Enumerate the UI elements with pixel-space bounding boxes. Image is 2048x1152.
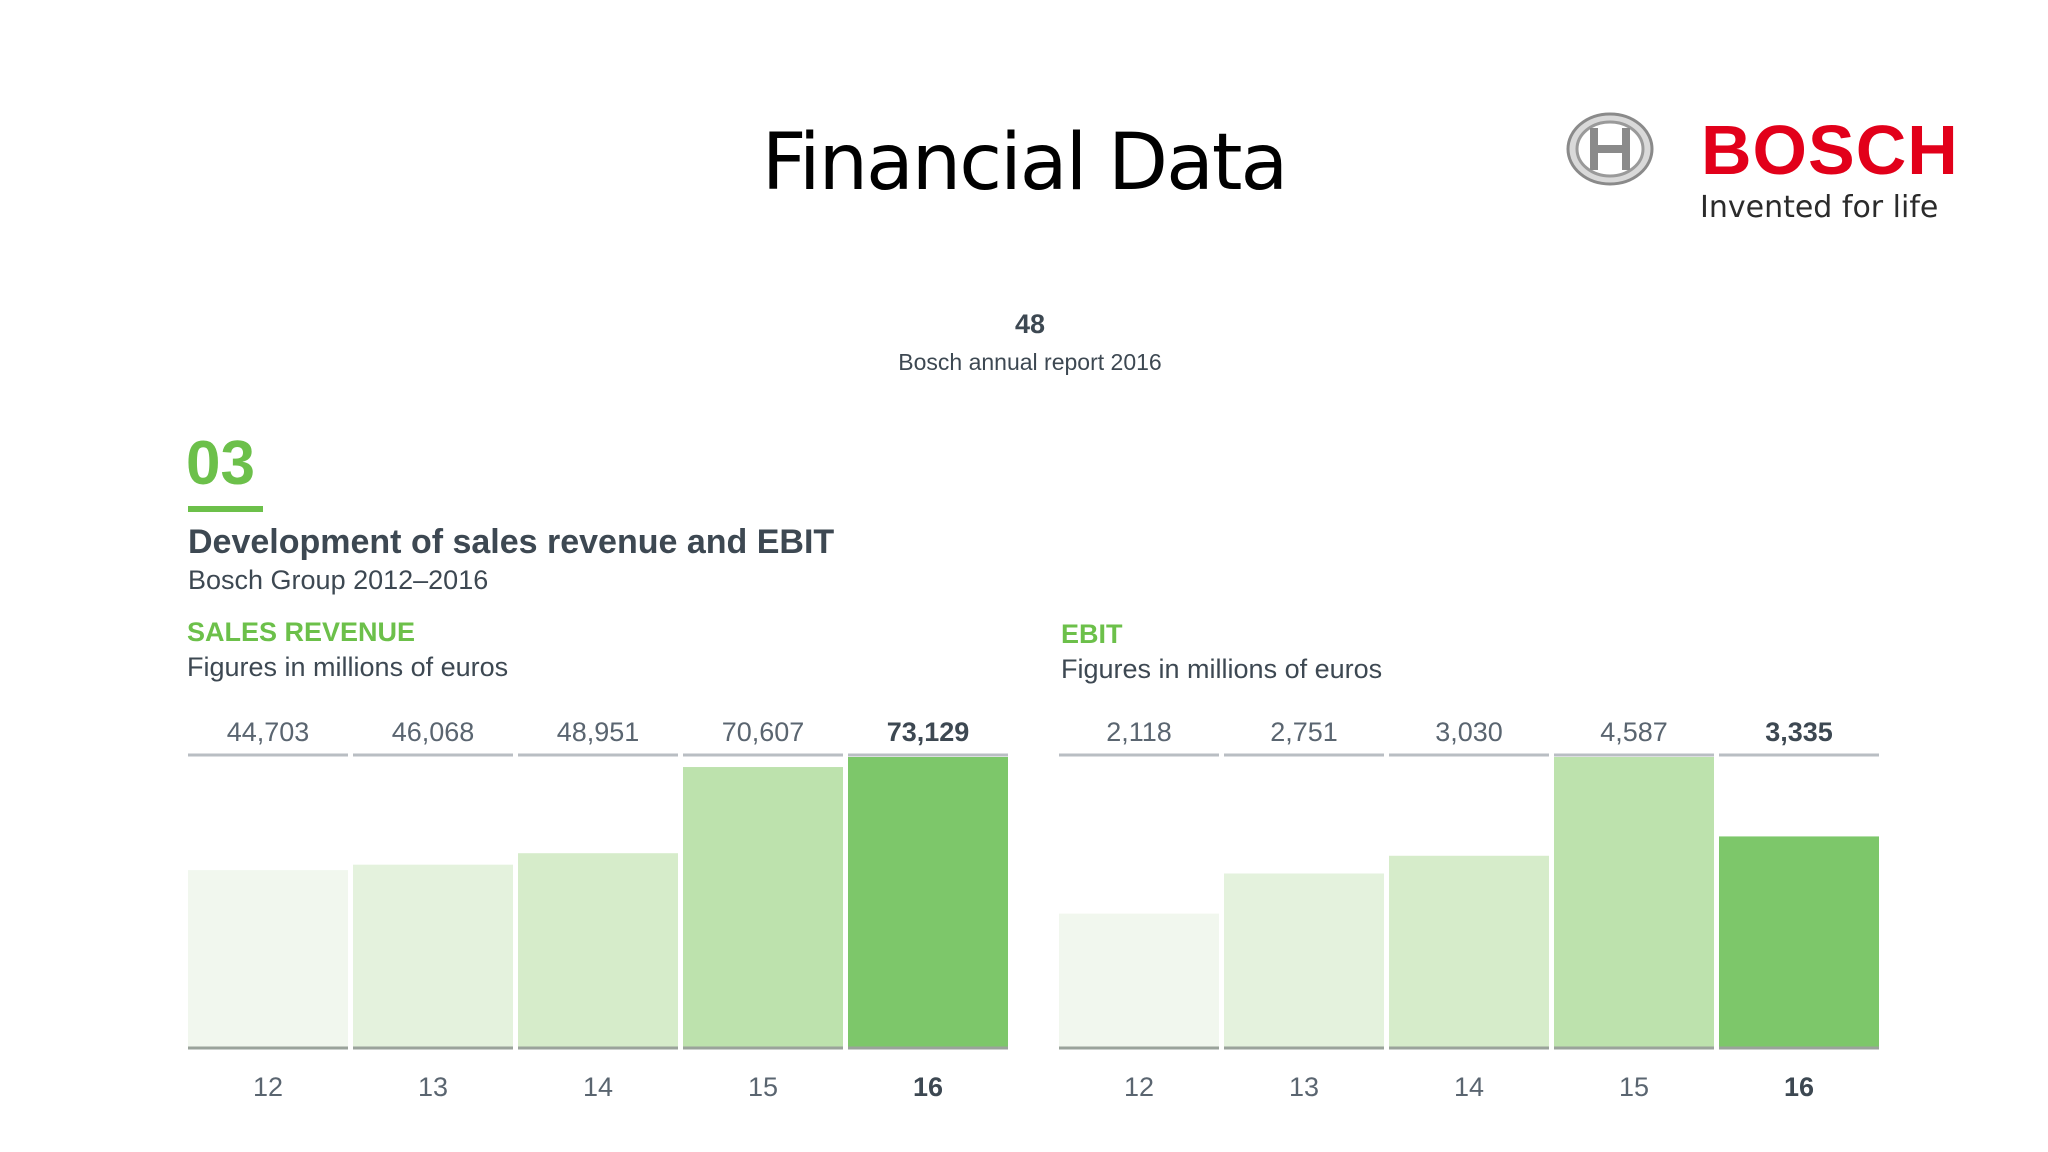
- ebit-bar: [1389, 855, 1549, 1048]
- sales-bar: [188, 870, 348, 1048]
- sales-bar: [518, 853, 678, 1048]
- figure-rule: [188, 506, 263, 512]
- ebit-category-label: 16: [1784, 1072, 1814, 1102]
- ebit-value-label: 4,587: [1600, 717, 1668, 747]
- ebit-unit: Figures in millions of euros: [1061, 654, 1383, 684]
- sales-category-label: 16: [913, 1072, 943, 1102]
- ebit-category-label: 14: [1454, 1072, 1484, 1102]
- ebit-value-label: 2,118: [1106, 717, 1172, 747]
- sales-category-label: 12: [253, 1072, 283, 1102]
- sales-category-label: 13: [418, 1072, 448, 1102]
- sales-value-label: 70,607: [722, 717, 805, 747]
- slide-title: Financial Data: [761, 118, 1289, 208]
- ebit-value-label: 2,751: [1270, 717, 1338, 747]
- figure-title: Development of sales revenue and EBIT: [188, 523, 835, 561]
- sales-bar: [353, 864, 513, 1048]
- ebit-value-label: 3,335: [1765, 717, 1833, 747]
- logo-brand: BOSCH: [1701, 111, 1959, 189]
- ebit-bar: [1059, 913, 1219, 1048]
- ebit-value-label: 3,030: [1435, 717, 1503, 747]
- ebit-bar: [1554, 757, 1714, 1048]
- logo-tagline: Invented for life: [1700, 190, 1939, 225]
- bosch-armature-icon: [1566, 112, 1654, 186]
- ebit-category-label: 13: [1289, 1072, 1319, 1102]
- sales-category-label: 14: [583, 1072, 613, 1102]
- ebit-bar: [1224, 873, 1384, 1048]
- sales-category-label: 15: [748, 1072, 778, 1102]
- sales-value-label: 44,703: [227, 717, 310, 747]
- ebit-bar: [1719, 836, 1879, 1048]
- page-number: 48: [1014, 309, 1046, 339]
- figure-number: 03: [186, 429, 255, 498]
- sales-value-label: 48,951: [557, 717, 640, 747]
- sales-value-label: 46,068: [392, 717, 475, 747]
- sales-revenue-label: SALES REVENUE: [187, 617, 416, 647]
- sales-bar: [848, 757, 1008, 1048]
- sales-value-label: 73,129: [887, 717, 970, 747]
- figure-subtitle: Bosch Group 2012–2016: [188, 565, 489, 595]
- ebit-label: EBIT: [1061, 619, 1123, 649]
- ebit-category-label: 12: [1124, 1072, 1154, 1102]
- ebit-category-label: 15: [1619, 1072, 1649, 1102]
- report-name: Bosch annual report 2016: [898, 349, 1162, 375]
- bosch-logo: BOSCH Invented for life: [1566, 110, 2006, 230]
- sales-revenue-unit: Figures in millions of euros: [187, 652, 509, 682]
- sales-bar: [683, 767, 843, 1048]
